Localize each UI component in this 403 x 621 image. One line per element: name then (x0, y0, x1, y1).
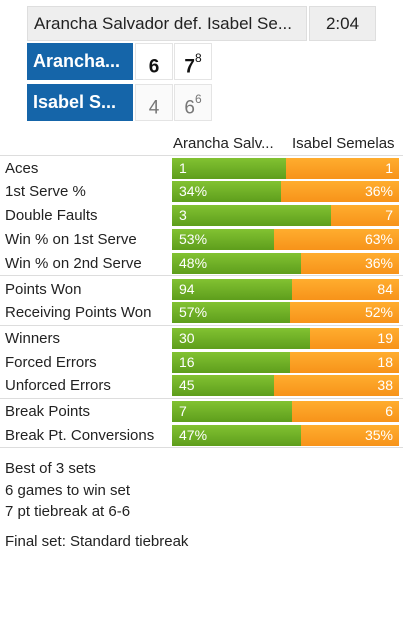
format-games-per-set: 6 games to win set (5, 482, 131, 499)
set-tiebreak: 6 (194, 92, 202, 106)
stat-label: Receiving Points Won (5, 304, 152, 321)
format-final-set: Final set: Standard tiebreak (5, 533, 189, 550)
stat-label: Forced Errors (5, 354, 97, 371)
player1-name-box[interactable]: Arancha... (27, 43, 133, 80)
divider (0, 447, 403, 448)
stat-bar-player2: 18 (290, 352, 399, 373)
stat-bar-player1: 3 (172, 205, 331, 226)
stat-label: Double Faults (5, 207, 98, 224)
stat-bar: 45 38 (172, 375, 399, 396)
divider (0, 155, 403, 156)
stat-label: Points Won (5, 281, 82, 298)
player1-set2-score: 78 (174, 43, 212, 80)
stat-bar-player2: 35% (301, 425, 399, 446)
player2-set2-score: 66 (174, 84, 212, 121)
stat-bar: 16 18 (172, 352, 399, 373)
divider (0, 275, 403, 276)
stat-bar-player1: 34% (172, 181, 281, 202)
stat-label: Win % on 1st Serve (5, 231, 137, 248)
stat-bar-player1: 1 (172, 158, 286, 179)
stat-bar: 34% 36% (172, 181, 399, 202)
stats-header-player1: Arancha Salv... (173, 135, 274, 152)
stat-label: Break Pt. Conversions (5, 427, 155, 444)
stat-bar-player2: 36% (301, 253, 399, 274)
stat-bar-player1: 48% (172, 253, 302, 274)
divider (0, 398, 403, 399)
stat-bar-player2: 1 (285, 158, 399, 179)
set-games: 4 (148, 97, 160, 119)
stat-bar-player1: 57% (172, 302, 291, 323)
stat-bar-player1: 16 (172, 352, 291, 373)
set-games: 6 (184, 97, 195, 119)
stat-label: Unforced Errors (5, 377, 111, 394)
stat-bar-player2: 52% (290, 302, 399, 323)
format-tiebreak-rule: 7 pt tiebreak at 6-6 (5, 503, 131, 520)
stat-bar-player1: 94 (172, 279, 293, 300)
stat-bar-player2: 84 (292, 279, 399, 300)
stat-label: Break Points (5, 403, 91, 420)
set-tiebreak: 8 (194, 51, 202, 65)
stat-label: Winners (5, 330, 61, 347)
stat-label: Win % on 2nd Serve (5, 255, 142, 272)
stat-bar-player2: 7 (330, 205, 399, 226)
stat-bar-player1: 45 (172, 375, 275, 396)
stat-bar-player2: 19 (310, 328, 399, 349)
format-best-of: Best of 3 sets (5, 460, 96, 477)
stat-bar-player2: 6 (292, 401, 399, 422)
stat-bar-player2: 63% (274, 229, 399, 250)
set-games: 7 (184, 56, 195, 78)
stat-bar: 48% 36% (172, 253, 399, 274)
stat-label: 1st Serve % (5, 183, 86, 200)
stats-header-player2: Isabel Semelas (292, 135, 395, 152)
player1-set1-score: 6 (135, 43, 173, 80)
stat-bar: 94 84 (172, 279, 399, 300)
stat-bar-player1: 53% (172, 229, 275, 250)
stat-bar-player1: 30 (172, 328, 311, 349)
stat-bar: 53% 63% (172, 229, 399, 250)
player2-set1-score: 4 (135, 84, 173, 121)
stat-bar: 47% 35% (172, 425, 399, 446)
match-header-title: Arancha Salvador def. Isabel Se... (27, 6, 307, 41)
stat-bar: 57% 52% (172, 302, 399, 323)
stat-bar-player2: 38 (274, 375, 399, 396)
stat-bar-player1: 7 (172, 401, 293, 422)
match-duration: 2:04 (309, 6, 376, 41)
stat-label: Aces (5, 160, 39, 177)
set-games: 6 (148, 56, 160, 78)
player2-name-box[interactable]: Isabel S... (27, 84, 133, 121)
stat-bar-player1: 47% (172, 425, 302, 446)
stat-bar: 30 19 (172, 328, 399, 349)
divider (0, 325, 403, 326)
stat-bar-player2: 36% (280, 181, 399, 202)
